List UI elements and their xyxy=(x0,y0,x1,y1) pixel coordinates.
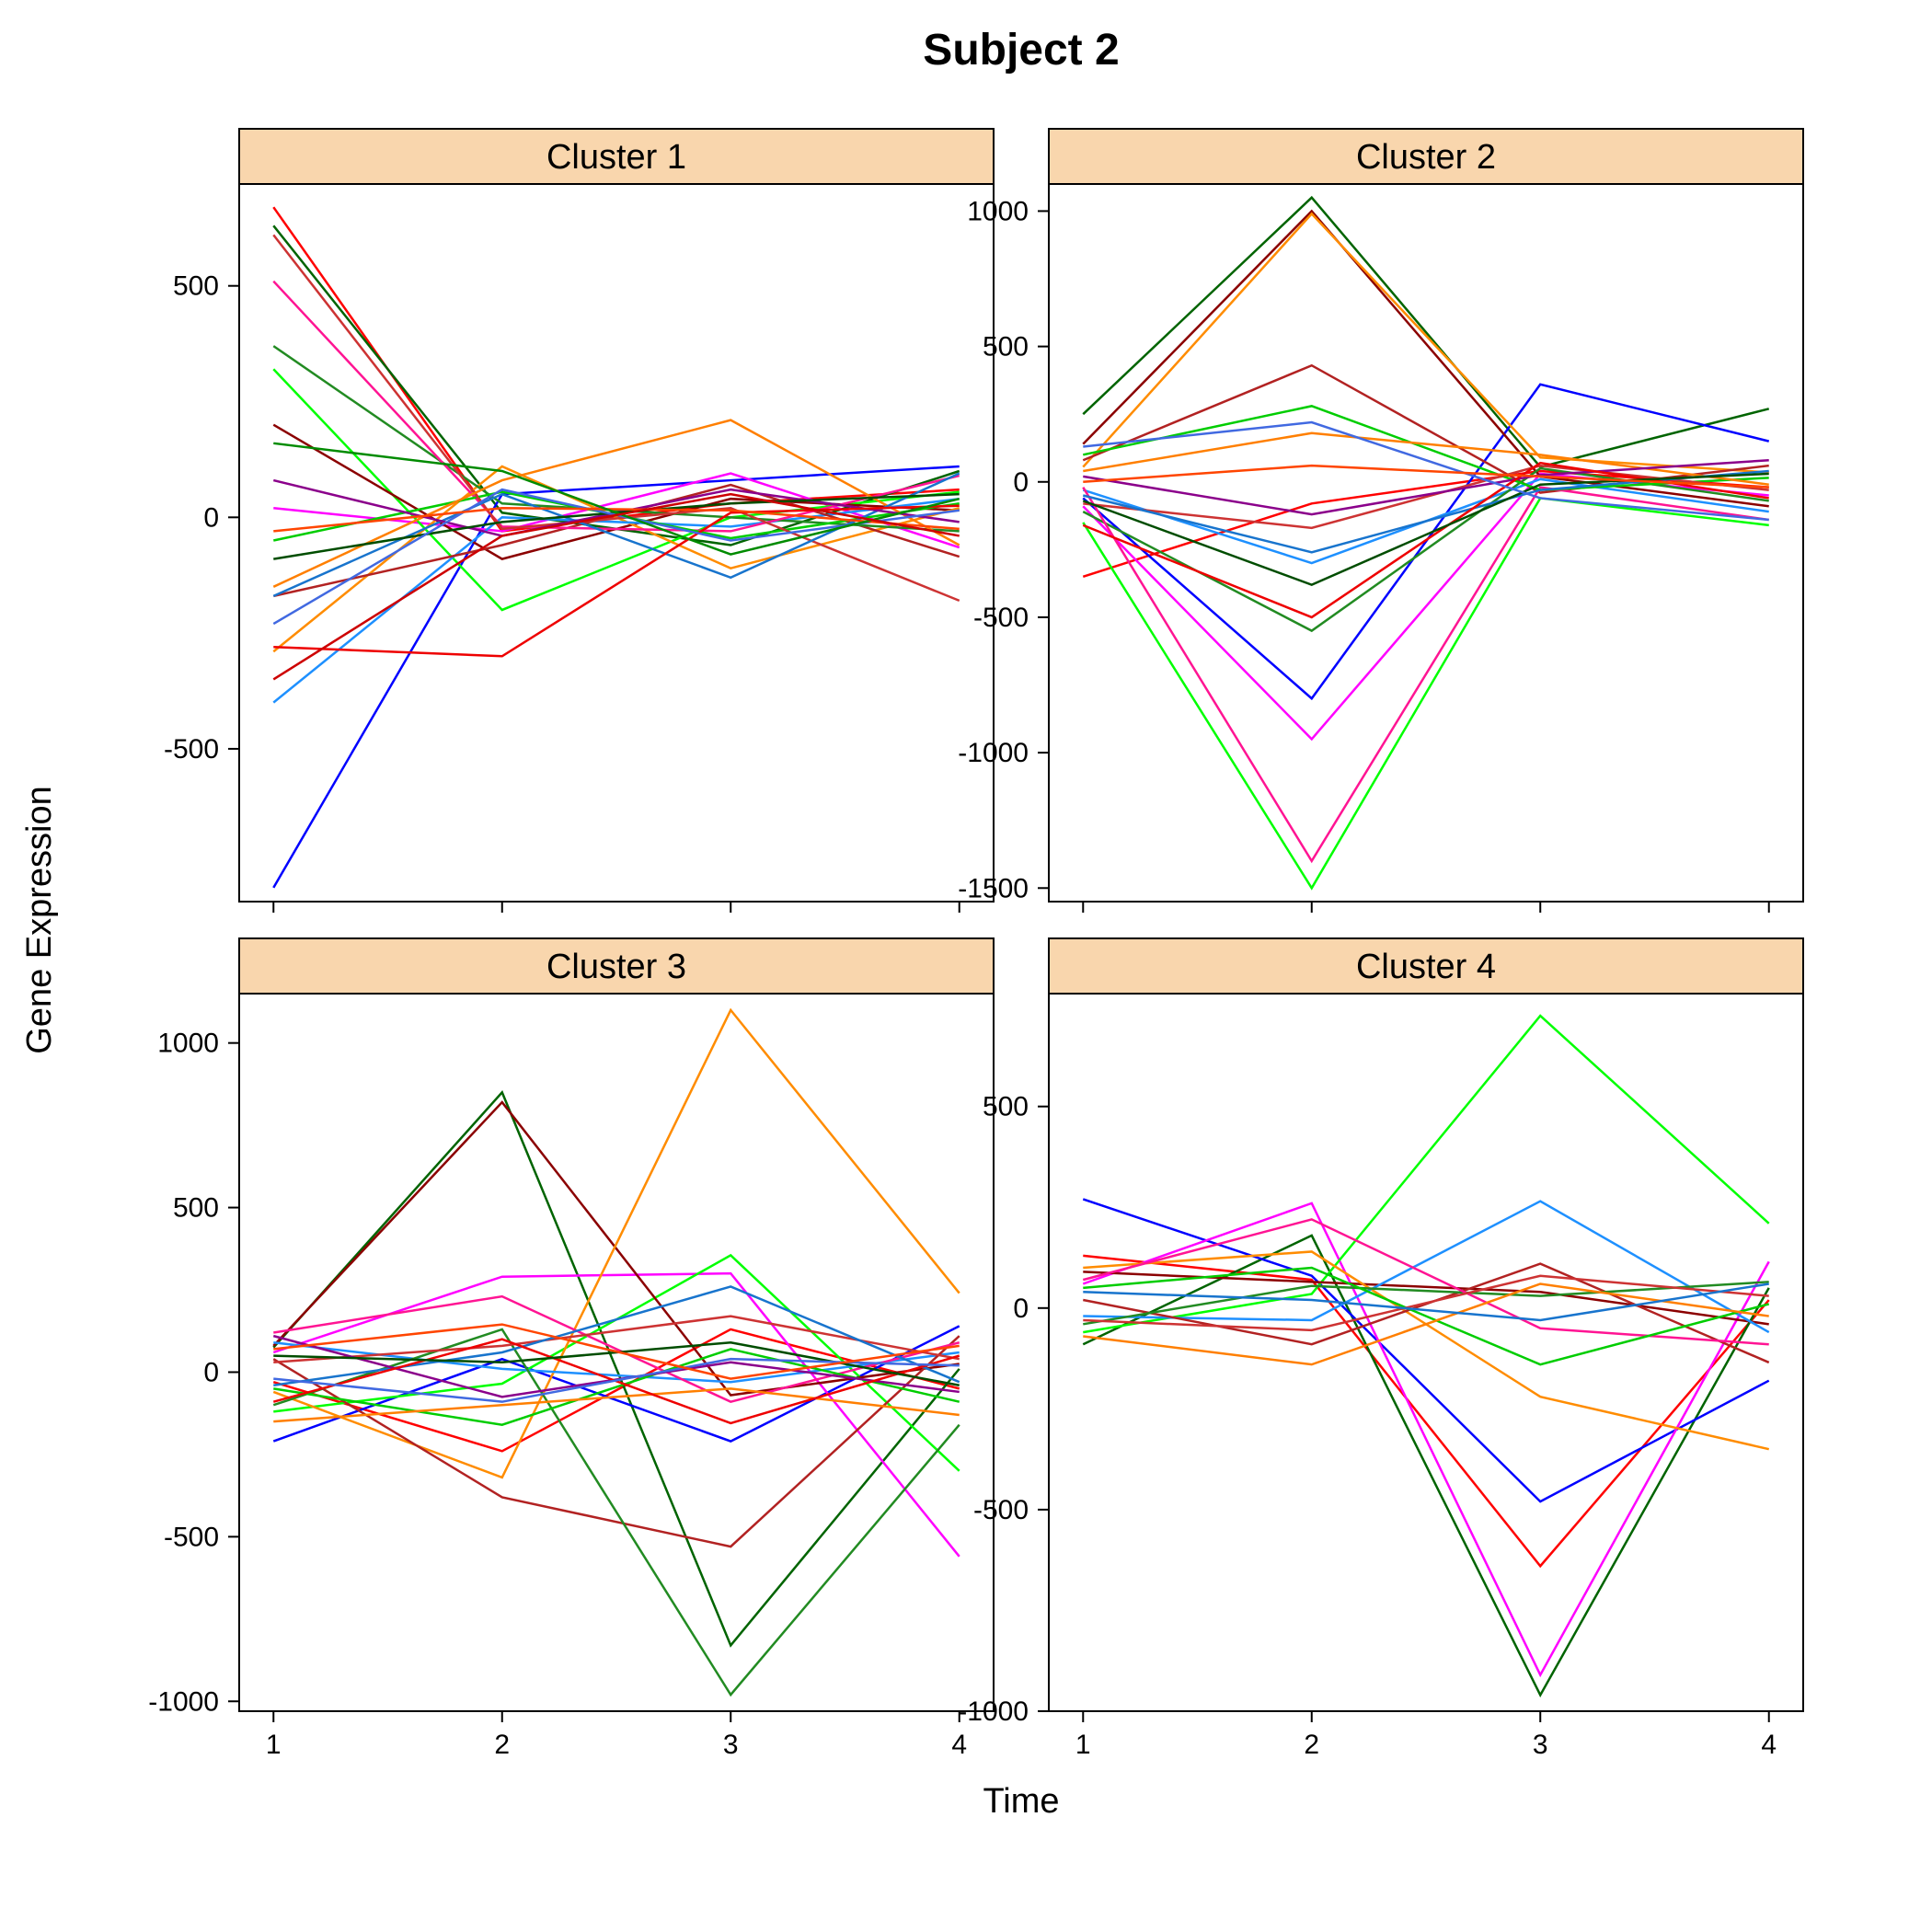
x-tick-label: 1 xyxy=(1075,1730,1091,1760)
y-tick-label: 0 xyxy=(203,502,219,533)
strip-label: Cluster 1 xyxy=(546,138,686,177)
y-tick-label: 500 xyxy=(983,1092,1029,1122)
x-tick-label: 1 xyxy=(266,1730,282,1760)
plot-area xyxy=(1049,994,1803,1711)
y-tick-label: 1000 xyxy=(967,196,1029,226)
chart-title: Subject 2 xyxy=(923,26,1119,75)
y-tick-label: 0 xyxy=(1013,467,1029,498)
strip-label: Cluster 3 xyxy=(546,948,686,986)
y-tick-label: -500 xyxy=(164,1522,219,1552)
x-tick-label: 3 xyxy=(1533,1730,1548,1760)
x-axis-title: Time xyxy=(983,1782,1059,1821)
y-tick-label: 500 xyxy=(173,1193,219,1224)
x-tick-label: 3 xyxy=(723,1730,739,1760)
panel-2: Cluster 2 -1500 -1000 -500 0 500 1000 xyxy=(958,129,1803,913)
chart-svg: Subject 2 Gene Expression Time Cluster 1 -50… xyxy=(0,0,1932,1932)
panel-3: Cluster 3 -1000 -500 0 500 1000 1 2 3 4 xyxy=(148,938,994,1760)
strip-label: Cluster 4 xyxy=(1356,948,1496,986)
y-tick-label: -1500 xyxy=(958,873,1029,903)
panel-4: Cluster 4 -1000 -500 0 500 1 2 3 4 xyxy=(958,938,1803,1760)
y-tick-label: 500 xyxy=(173,271,219,302)
panel-1: Cluster 1 -500 0 500 xyxy=(164,129,994,913)
y-tick-label: 1000 xyxy=(157,1029,219,1059)
y-tick-label: -500 xyxy=(973,1495,1029,1525)
y-tick-label: 0 xyxy=(203,1357,219,1387)
y-tick-label: 0 xyxy=(1013,1294,1029,1324)
y-tick-label: -1000 xyxy=(148,1686,219,1717)
y-tick-label: 500 xyxy=(983,332,1029,362)
y-tick-label: -500 xyxy=(973,603,1029,633)
plot-area xyxy=(239,184,994,902)
x-tick-label: 4 xyxy=(1761,1730,1777,1760)
y-tick-label: -1000 xyxy=(958,1696,1029,1727)
x-tick-label: 2 xyxy=(1304,1730,1319,1760)
y-tick-label: -1000 xyxy=(958,738,1029,768)
x-tick-label: 4 xyxy=(951,1730,967,1760)
chart-root: Subject 2 Gene Expression Time Cluster 1 -50… xyxy=(0,0,1932,1932)
strip-label: Cluster 2 xyxy=(1356,138,1496,177)
x-tick-label: 2 xyxy=(494,1730,510,1760)
y-tick-label: -500 xyxy=(164,734,219,765)
y-axis-title: Gene Expression xyxy=(20,786,59,1054)
